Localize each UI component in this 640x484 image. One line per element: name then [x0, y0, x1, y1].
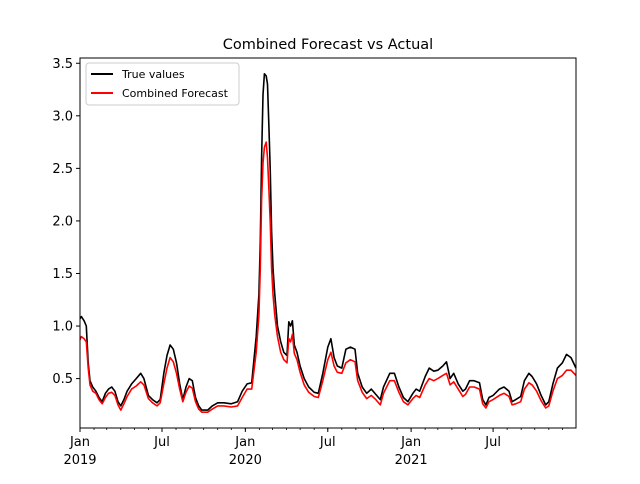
x-tick-year-label: 2021	[395, 453, 428, 468]
y-tick-label: 0.5	[52, 372, 73, 387]
legend-label-combined-forecast: Combined Forecast	[122, 87, 229, 100]
series-line-true-values	[79, 73, 577, 411]
y-tick-label: 1.5	[52, 267, 73, 282]
legend-box	[85, 62, 240, 106]
series-layer	[79, 73, 577, 413]
legend: True values Combined Forecast	[85, 62, 240, 106]
x-tick-year-label: 2019	[63, 453, 96, 468]
y-axis: 0.5 1.0 1.5 2.0 2.5 3.0 3.5	[52, 57, 80, 387]
legend-label-true-values: True values	[121, 68, 185, 81]
y-tick-label: 3.5	[52, 57, 73, 72]
y-tick-label: 1.0	[52, 320, 73, 335]
x-axis: Jan 2019 Jul Jan 2020 Jul Jan 2021 Jul	[63, 428, 563, 468]
x-tick-label: Jul	[484, 435, 501, 450]
x-tick-label: Jul	[153, 435, 170, 450]
chart-title: Combined Forecast vs Actual	[223, 37, 433, 53]
x-tick-label: Jan	[234, 435, 255, 450]
series-line-combined-forecast	[79, 141, 577, 413]
plot-frame	[79, 57, 577, 429]
x-tick-label: Jan	[400, 435, 421, 450]
y-tick-label: 2.0	[52, 214, 73, 229]
y-tick-label: 2.5	[52, 162, 73, 177]
y-tick-label: 3.0	[52, 109, 73, 124]
x-tick-year-label: 2020	[229, 453, 262, 468]
x-tick-label: Jan	[69, 435, 90, 450]
x-tick-label: Jul	[319, 435, 336, 450]
